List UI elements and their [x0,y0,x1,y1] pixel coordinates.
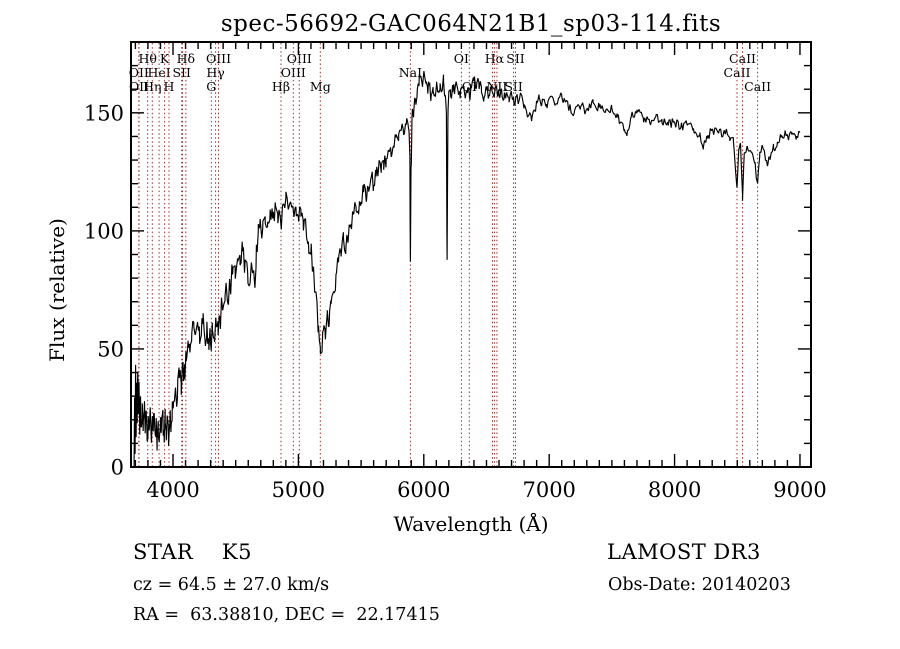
spectral-line-labels: OIIOIIHθHηHeIKHSIIHδGHγOIIIHβOIIIOIIIMgN… [129,51,771,94]
cz-value-label: cz = 64.5 ± 27.0 km/s [133,575,329,595]
line-label-Hθ: Hθ [138,51,156,66]
object-class-label: STAR K5 [133,540,252,564]
line-label-OIII: OIII [287,51,312,66]
axes-ticks [131,42,811,468]
y-tick-label-50: 50 [97,337,124,361]
x-tick-label-5000: 5000 [272,478,325,502]
line-label-SII: SII [504,79,523,94]
line-label-OIII: OIII [206,51,231,66]
y-tick-label-0: 0 [111,456,124,480]
line-label-OI: OI [454,51,469,66]
spectrum-trace [133,71,801,467]
x-tick-label-4000: 4000 [146,478,199,502]
y-tick-label-100: 100 [84,219,124,243]
spectrum-path [133,71,801,467]
plot-frame [130,41,812,468]
x-axis-label: Wavelength (Å) [393,511,548,536]
obs-date-label: Obs-Date: 20140203 [608,575,791,595]
line-label-G: G [206,79,216,94]
ra-dec-label: RA = 63.38810, DEC = 22.17415 [133,605,440,625]
line-label-K: K [160,51,170,66]
line-label-OI: OI [462,79,477,94]
axes-frame [130,41,812,468]
line-label-OII: OII [129,79,149,94]
y-axis-label: Flux (relative) [45,218,69,362]
line-label-Hη: Hη [143,79,161,94]
line-label-CaII: CaII [744,79,771,94]
spectral-line-markers [138,43,759,466]
line-label-CaII: CaII [729,51,756,66]
x-tick-label-8000: 8000 [648,478,701,502]
line-label-Hβ: Hβ [272,79,290,94]
line-label-SII: SII [506,51,525,66]
x-tick-label-9000: 9000 [773,478,826,502]
survey-release-label: LAMOST DR3 [607,540,761,564]
plot-title: spec-56692-GAC064N21B1_sp03-114.fits [221,11,721,37]
line-label-Mg: Mg [310,79,331,94]
x-tick-label-7000: 7000 [522,478,575,502]
x-tick-label-6000: 6000 [397,478,450,502]
line-label-H: H [164,79,175,94]
y-tick-label-150: 150 [84,101,124,125]
line-label-Hα: Hα [485,51,505,66]
axes-tick-labels: 4000 5000 6000 7000 8000 9000 0 50 100 150 [84,101,827,502]
line-label-Hδ: Hδ [177,51,195,66]
